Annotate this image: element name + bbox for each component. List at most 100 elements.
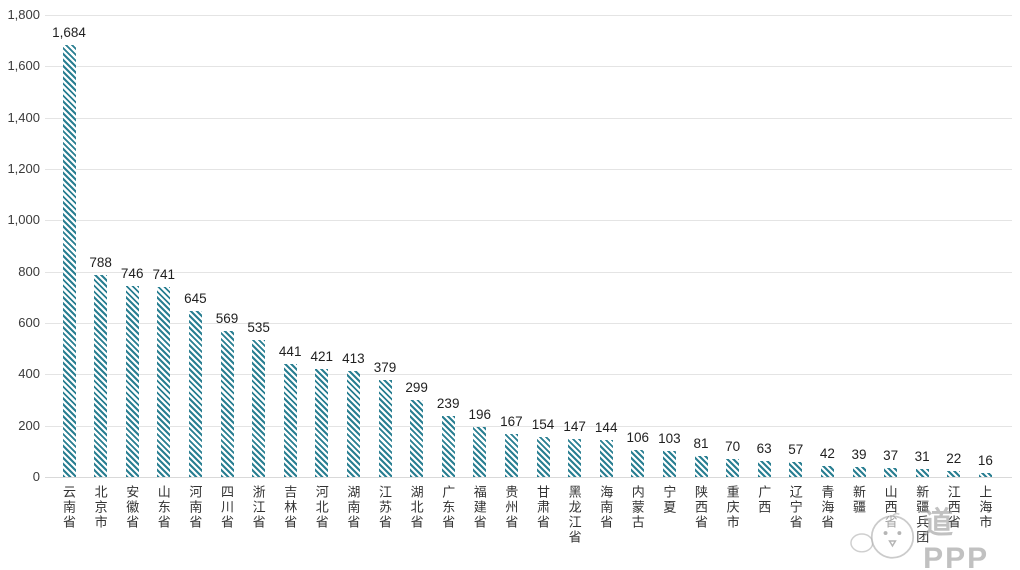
bar-value-label: 196	[468, 406, 492, 422]
bar	[157, 286, 171, 477]
y-axis-tick-label: 800	[18, 263, 40, 279]
gridline	[45, 220, 1012, 222]
bar-value-label: 379	[373, 359, 397, 375]
bar	[820, 466, 834, 477]
bar	[789, 462, 803, 477]
bar-value-label: 57	[788, 442, 804, 458]
y-axis-tick-label: 0	[32, 469, 40, 484]
bar-value-label: 413	[342, 350, 365, 366]
gridline	[45, 374, 1012, 376]
x-axis-label: 吉林省	[282, 485, 298, 530]
bar	[978, 472, 992, 477]
bar-value-label: 788	[89, 254, 112, 270]
x-axis-label: 河南省	[187, 485, 203, 530]
gridline	[45, 271, 1012, 273]
bar	[125, 285, 139, 477]
x-axis-label: 重庆市	[724, 485, 740, 530]
x-axis-label: 宁夏	[661, 485, 677, 515]
gridline	[45, 477, 1012, 478]
bar	[884, 467, 898, 477]
y-axis-tick-label: 1,400	[7, 109, 40, 125]
bar	[947, 471, 961, 477]
bar	[188, 311, 202, 477]
bar	[852, 466, 866, 477]
bar-value-label: 106	[626, 429, 650, 445]
gridline	[45, 425, 1012, 427]
bar-value-label: 16	[977, 452, 993, 468]
x-axis-label: 江苏省	[377, 485, 392, 530]
bar	[220, 330, 234, 477]
gridline	[45, 66, 1012, 68]
bar-value-label: 39	[851, 446, 867, 462]
x-axis-label: 新疆	[851, 485, 866, 515]
bar-value-label: 144	[594, 420, 618, 436]
y-axis-tick-label: 200	[18, 417, 40, 433]
x-axis-label: 陕西省	[693, 485, 708, 530]
x-axis-label: 贵州省	[503, 485, 519, 530]
x-axis-label: 广西	[756, 485, 772, 515]
x-axis-label: 广东省	[440, 485, 456, 530]
watermark: 道PPP	[848, 498, 1020, 570]
x-axis-label: 浙江省	[250, 485, 266, 530]
bar-value-label: 70	[725, 439, 741, 455]
bar	[599, 440, 613, 477]
bar-value-label: 441	[278, 343, 302, 359]
x-axis-label: 北京市	[92, 485, 108, 530]
x-axis-label: 福建省	[471, 485, 487, 530]
bar	[283, 363, 297, 477]
x-axis-label: 四川省	[219, 485, 234, 530]
x-axis-label: 湖北省	[408, 485, 424, 530]
x-axis-label: 湖南省	[345, 485, 361, 530]
gridline	[45, 169, 1012, 170]
x-axis-label: 安徽省	[124, 485, 140, 530]
bar-value-label: 569	[215, 310, 239, 326]
x-axis-label: 黑龙江省	[566, 485, 582, 545]
x-axis-label: 辽宁省	[787, 485, 803, 530]
y-axis-tick-label: 1,800	[7, 7, 40, 22]
bar-value-label: 746	[120, 265, 144, 281]
bar	[757, 460, 771, 477]
x-axis-label: 河北省	[313, 485, 329, 530]
bar	[536, 437, 550, 477]
bar-value-label: 167	[500, 414, 523, 430]
bar-value-label: 63	[756, 440, 772, 456]
bar	[378, 379, 392, 477]
gridline	[45, 117, 1012, 119]
bar-value-label: 42	[819, 446, 835, 462]
bar-value-label: 741	[152, 266, 176, 282]
y-axis-tick-label: 1,000	[7, 212, 40, 228]
bar-value-label: 535	[247, 319, 270, 335]
bar-value-label: 81	[693, 436, 709, 452]
bar	[252, 339, 266, 477]
x-axis-label: 海南省	[598, 485, 614, 530]
gridline	[45, 323, 1012, 324]
bar	[631, 449, 645, 477]
bar	[915, 469, 929, 477]
bar-value-label: 22	[946, 451, 962, 467]
y-axis-tick-label: 400	[18, 366, 40, 382]
bar-value-label: 421	[310, 348, 334, 364]
x-axis-label: 新疆兵团	[914, 485, 930, 545]
bar-value-label: 239	[436, 395, 460, 411]
bar	[315, 368, 329, 477]
bar	[568, 439, 582, 477]
bar	[473, 426, 487, 477]
gridline	[45, 15, 1012, 16]
bar-value-label: 645	[184, 291, 207, 307]
bar-value-label: 103	[658, 430, 681, 446]
x-axis-label: 甘肃省	[535, 485, 550, 530]
x-axis-label: 云南省	[61, 485, 76, 530]
y-axis-tick-label: 1,200	[7, 161, 40, 176]
bar-value-label: 1,684	[52, 24, 86, 40]
bar	[94, 274, 108, 477]
bar	[410, 400, 424, 477]
x-axis-label: 江西省	[945, 485, 961, 530]
y-axis-tick-label: 1,600	[7, 58, 40, 74]
x-axis-label: 山东省	[155, 485, 171, 530]
bar	[441, 415, 455, 477]
bar	[694, 456, 708, 477]
x-axis-label: 青海省	[819, 485, 835, 530]
bar-value-label: 299	[405, 380, 428, 396]
bar-value-label: 37	[883, 447, 899, 463]
